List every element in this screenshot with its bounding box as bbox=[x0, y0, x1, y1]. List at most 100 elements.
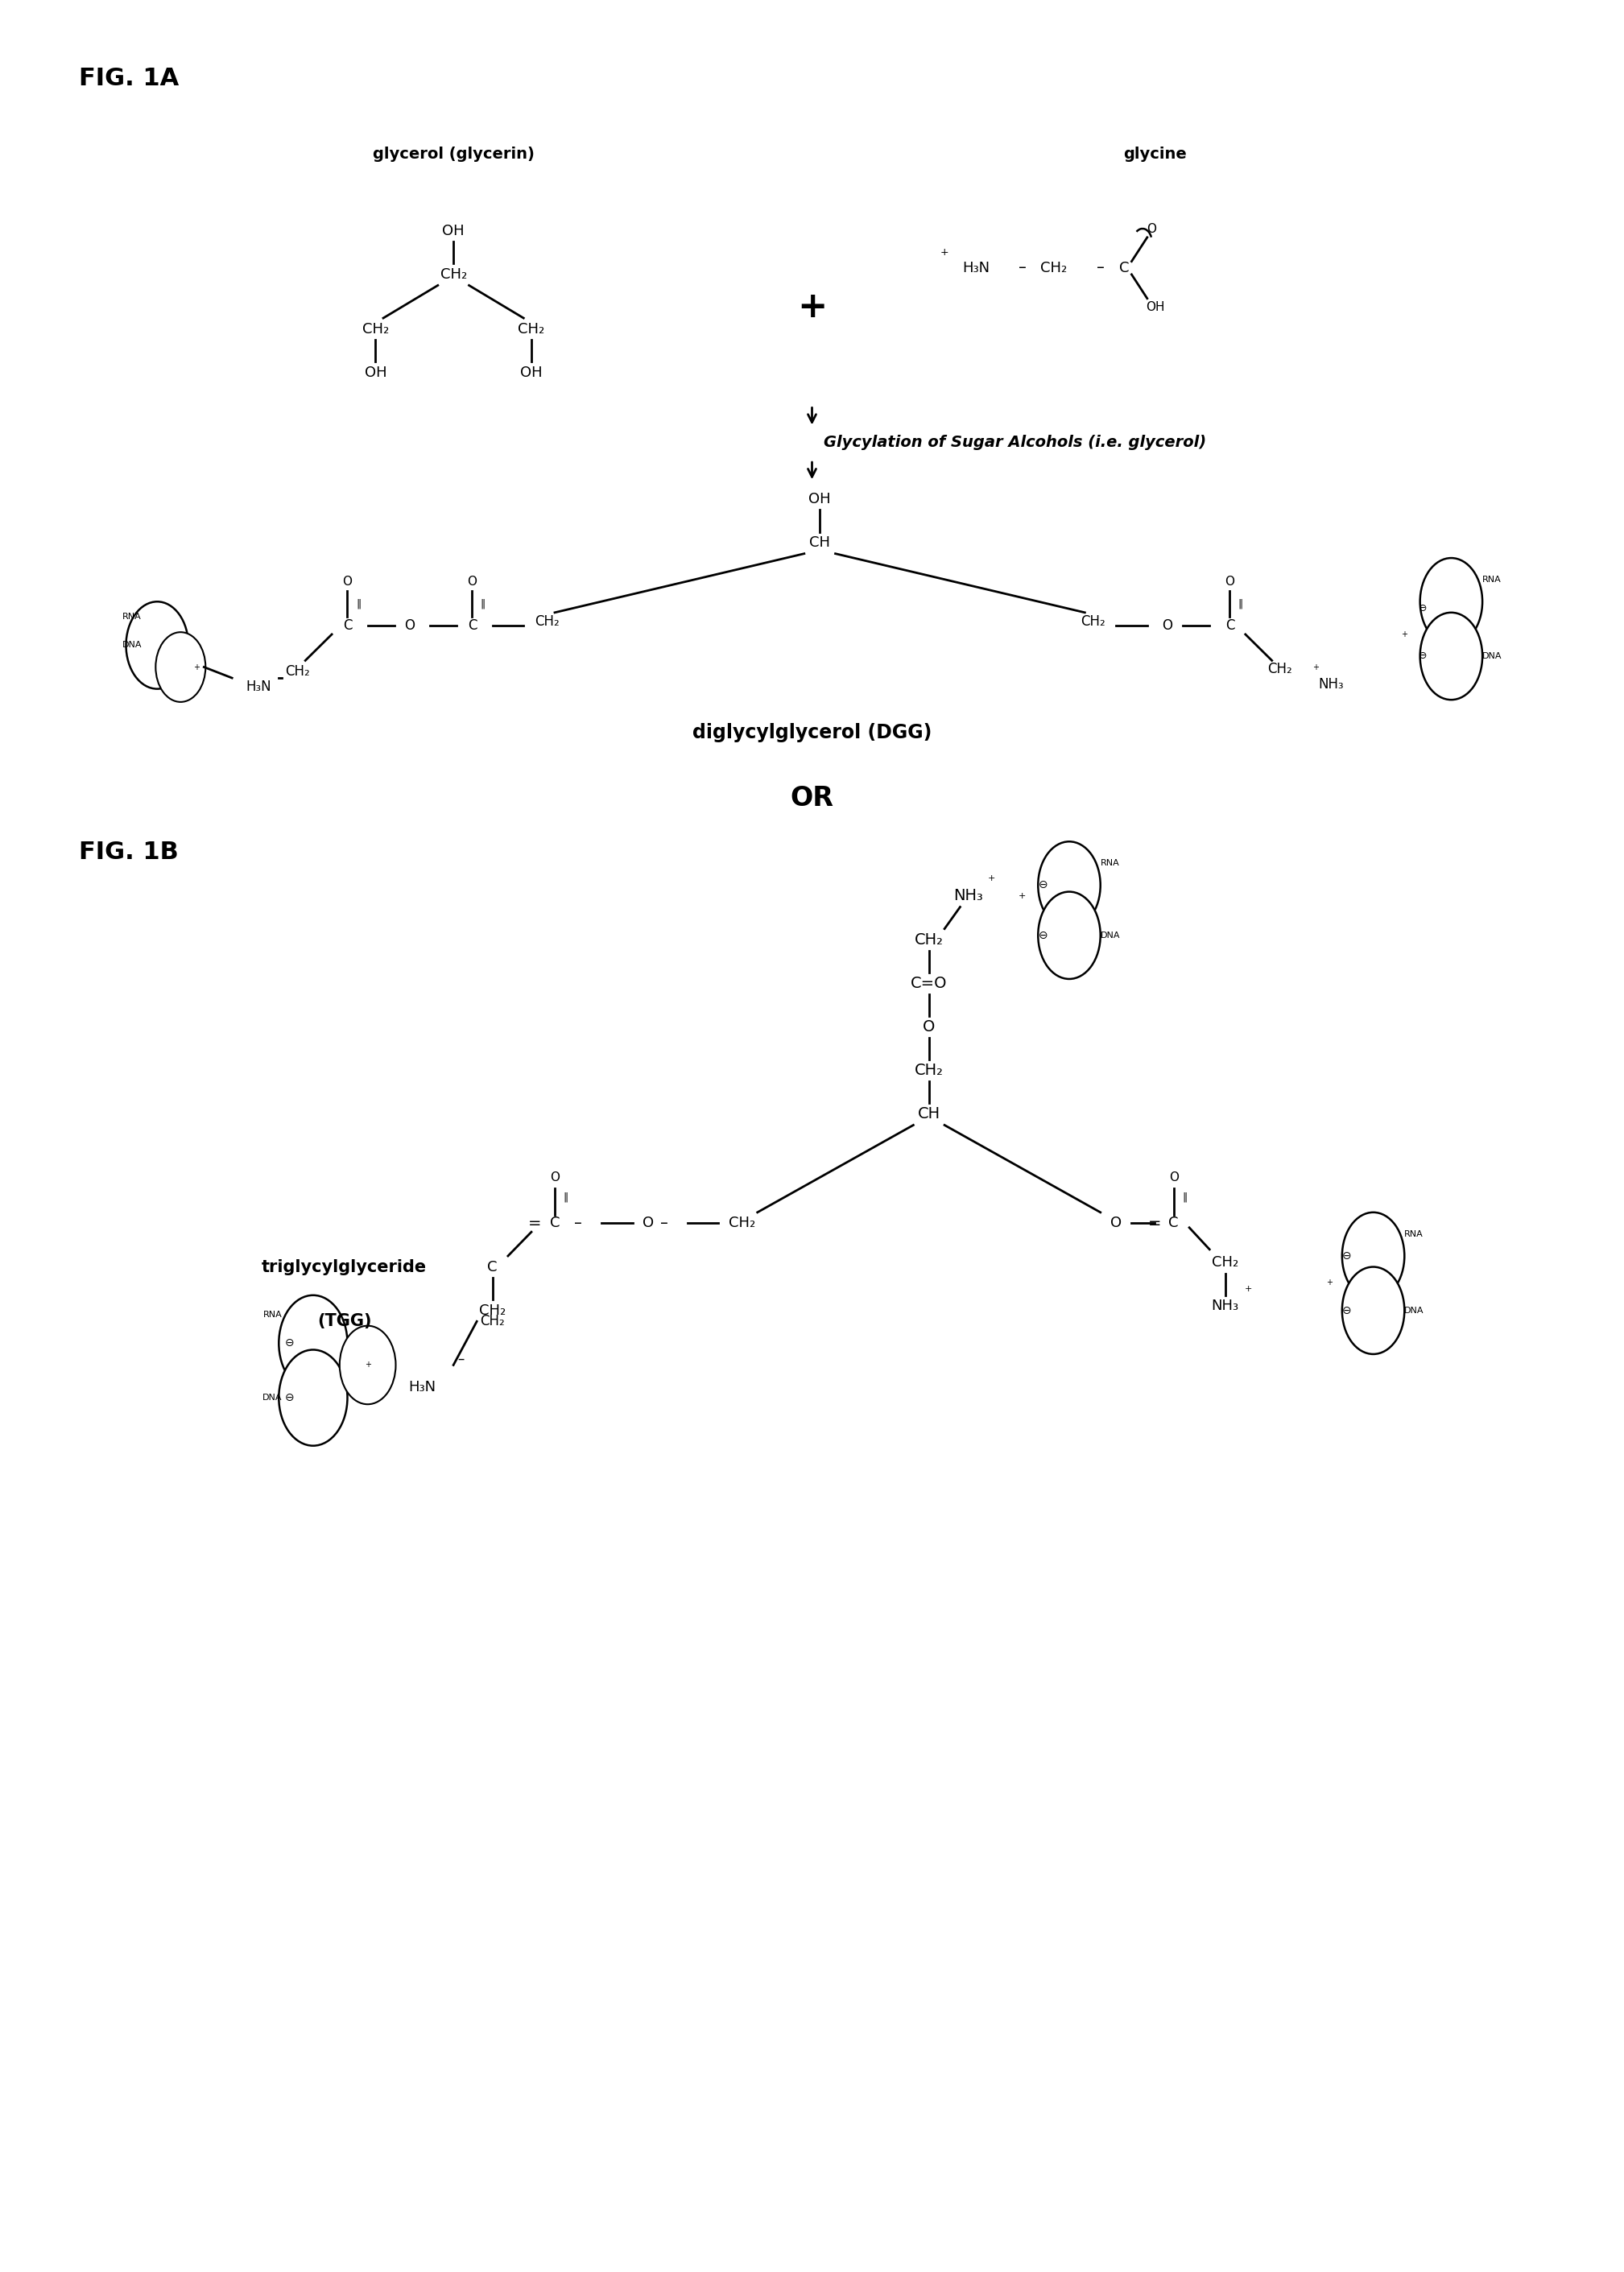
Text: H₃N: H₃N bbox=[245, 679, 271, 693]
Text: NH₃: NH₃ bbox=[1319, 677, 1345, 691]
Text: +: + bbox=[940, 248, 948, 259]
Text: =: = bbox=[1148, 1216, 1161, 1231]
Circle shape bbox=[1419, 559, 1483, 645]
Text: DNA: DNA bbox=[1101, 932, 1121, 938]
Text: O: O bbox=[468, 577, 477, 588]
Text: FIG. 1A: FIG. 1A bbox=[80, 66, 179, 91]
Text: O: O bbox=[1169, 1172, 1179, 1184]
Circle shape bbox=[1341, 1213, 1405, 1300]
Text: H₃N: H₃N bbox=[961, 261, 989, 275]
Text: CH₂: CH₂ bbox=[479, 1304, 505, 1318]
Text: OH: OH bbox=[1145, 302, 1164, 314]
Text: ‖: ‖ bbox=[564, 1193, 568, 1202]
Circle shape bbox=[1419, 613, 1483, 700]
Text: C: C bbox=[487, 1259, 497, 1275]
Text: CH₂: CH₂ bbox=[914, 932, 944, 947]
Text: +: + bbox=[364, 1361, 370, 1370]
Text: CH₂: CH₂ bbox=[286, 663, 310, 679]
Text: OH: OH bbox=[809, 491, 831, 507]
Text: diglycylglycerol (DGG): diglycylglycerol (DGG) bbox=[692, 722, 932, 743]
Text: C: C bbox=[468, 618, 477, 634]
Text: ⊖: ⊖ bbox=[1341, 1304, 1351, 1315]
Text: CH: CH bbox=[809, 536, 830, 550]
Text: O: O bbox=[1163, 618, 1173, 634]
Text: CH₂: CH₂ bbox=[729, 1216, 755, 1231]
Text: C: C bbox=[1224, 618, 1234, 634]
Text: CH₂: CH₂ bbox=[914, 1063, 944, 1079]
Circle shape bbox=[1038, 891, 1101, 979]
Text: OR: OR bbox=[791, 784, 833, 811]
Text: C: C bbox=[343, 618, 352, 634]
Text: O: O bbox=[551, 1172, 560, 1184]
Text: O: O bbox=[343, 577, 352, 588]
Text: O: O bbox=[1224, 577, 1234, 588]
Text: C=O: C=O bbox=[911, 975, 947, 991]
Text: ⊖: ⊖ bbox=[1419, 602, 1427, 613]
Text: +: + bbox=[1402, 629, 1408, 638]
Text: +: + bbox=[1018, 893, 1026, 900]
Text: O: O bbox=[1111, 1216, 1122, 1231]
Text: –: – bbox=[575, 1216, 581, 1231]
Text: C: C bbox=[551, 1216, 560, 1231]
Text: CH₂: CH₂ bbox=[534, 613, 559, 629]
Text: CH₂: CH₂ bbox=[1212, 1254, 1239, 1270]
Circle shape bbox=[279, 1350, 348, 1445]
Text: CH₂: CH₂ bbox=[1041, 261, 1067, 275]
Text: O: O bbox=[922, 1020, 935, 1034]
Text: DNA: DNA bbox=[261, 1393, 283, 1402]
Text: RNA: RNA bbox=[263, 1311, 283, 1318]
Circle shape bbox=[1341, 1268, 1405, 1354]
Text: O: O bbox=[643, 1216, 654, 1231]
Text: CH₂: CH₂ bbox=[362, 323, 388, 336]
Text: CH₂: CH₂ bbox=[481, 1313, 505, 1329]
Text: ⊖: ⊖ bbox=[286, 1393, 294, 1404]
Circle shape bbox=[1038, 841, 1101, 929]
Text: ‖: ‖ bbox=[481, 598, 486, 609]
Text: –: – bbox=[458, 1352, 464, 1365]
Text: C: C bbox=[1119, 261, 1129, 275]
Text: CH₂: CH₂ bbox=[1080, 613, 1104, 629]
Text: Glycylation of Sugar Alcohols (i.e. glycerol): Glycylation of Sugar Alcohols (i.e. glyc… bbox=[823, 434, 1207, 450]
Text: +: + bbox=[193, 663, 200, 670]
Text: –: – bbox=[1018, 261, 1026, 275]
Text: ‖: ‖ bbox=[1237, 598, 1244, 609]
Circle shape bbox=[127, 602, 188, 688]
Text: glycine: glycine bbox=[1124, 148, 1187, 161]
Text: NH₃: NH₃ bbox=[1212, 1300, 1239, 1313]
Text: DNA: DNA bbox=[122, 641, 141, 650]
Text: ‖: ‖ bbox=[356, 598, 361, 609]
Text: ⊖: ⊖ bbox=[286, 1338, 294, 1350]
Text: ‖: ‖ bbox=[1182, 1193, 1187, 1202]
Circle shape bbox=[156, 632, 206, 702]
Text: ⊖: ⊖ bbox=[1419, 650, 1427, 661]
Text: +: + bbox=[1312, 663, 1319, 670]
Text: FIG. 1B: FIG. 1B bbox=[80, 841, 179, 863]
Text: RNA: RNA bbox=[122, 613, 141, 620]
Text: CH₂: CH₂ bbox=[518, 323, 544, 336]
Text: triglycylglyceride: triglycylglyceride bbox=[261, 1259, 427, 1275]
Text: CH₂: CH₂ bbox=[440, 268, 466, 282]
Text: –: – bbox=[1096, 261, 1104, 275]
Text: +: + bbox=[1327, 1279, 1333, 1286]
Text: glycerol (glycerin): glycerol (glycerin) bbox=[372, 148, 534, 161]
Text: H₃N: H₃N bbox=[409, 1379, 435, 1395]
Text: –: – bbox=[659, 1216, 667, 1231]
Text: +: + bbox=[797, 291, 827, 325]
Text: C: C bbox=[1169, 1216, 1179, 1231]
Text: DNA: DNA bbox=[1405, 1306, 1424, 1315]
Text: NH₃: NH₃ bbox=[953, 888, 983, 904]
Text: =: = bbox=[528, 1216, 541, 1231]
Circle shape bbox=[339, 1327, 396, 1404]
Circle shape bbox=[279, 1295, 348, 1390]
Text: O: O bbox=[1147, 223, 1156, 234]
Text: CH: CH bbox=[918, 1106, 940, 1122]
Text: RNA: RNA bbox=[1405, 1229, 1424, 1238]
Text: ⊖: ⊖ bbox=[1038, 879, 1047, 891]
Text: +: + bbox=[987, 875, 996, 882]
Text: ⊖: ⊖ bbox=[1341, 1250, 1351, 1261]
Text: CH₂: CH₂ bbox=[1267, 661, 1293, 677]
Text: RNA: RNA bbox=[1101, 859, 1119, 868]
Text: ⊖: ⊖ bbox=[1038, 929, 1047, 941]
Text: OH: OH bbox=[520, 366, 542, 379]
Text: OH: OH bbox=[364, 366, 387, 379]
